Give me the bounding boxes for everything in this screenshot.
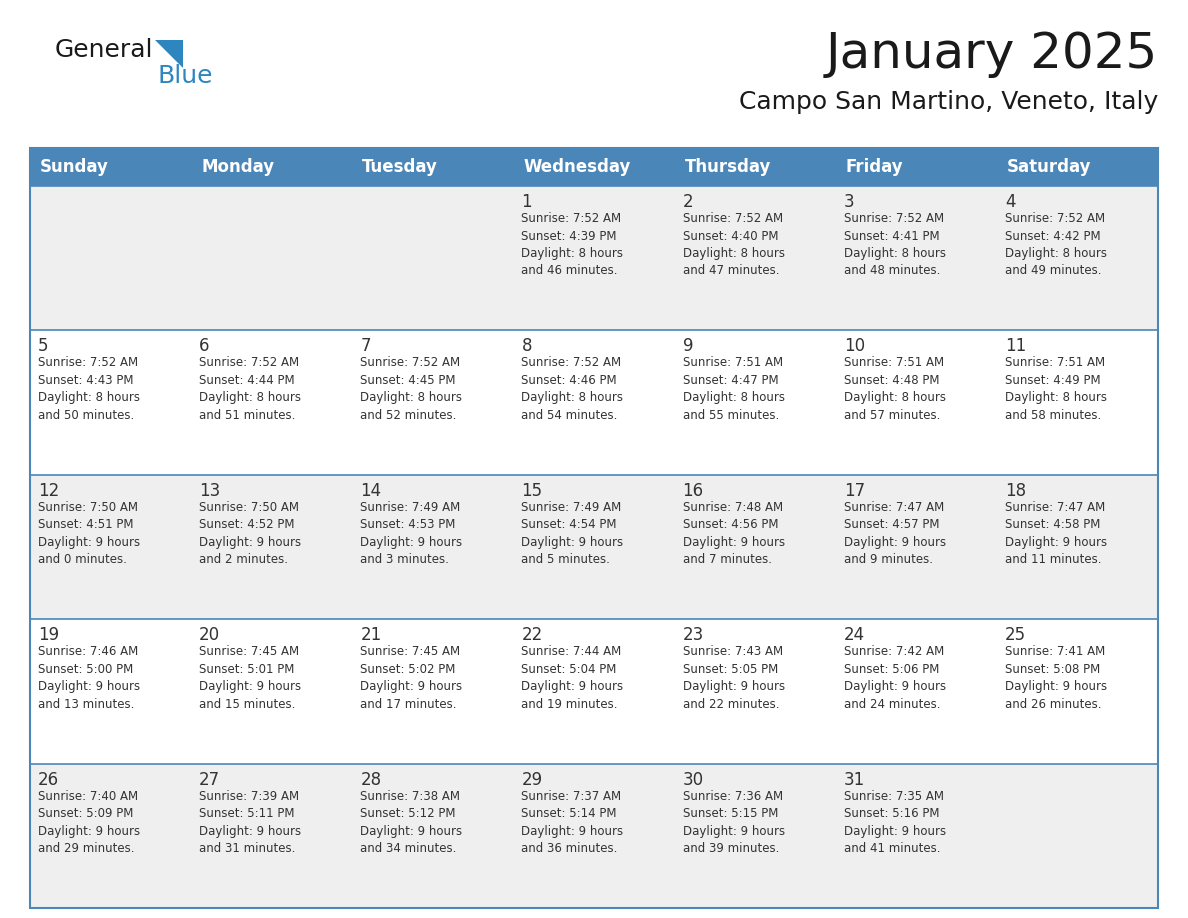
Text: 15: 15 — [522, 482, 543, 499]
Text: Sunrise: 7:49 AM
Sunset: 4:54 PM
Daylight: 9 hours
and 5 minutes.: Sunrise: 7:49 AM Sunset: 4:54 PM Dayligh… — [522, 501, 624, 566]
Text: Sunrise: 7:51 AM
Sunset: 4:47 PM
Daylight: 8 hours
and 55 minutes.: Sunrise: 7:51 AM Sunset: 4:47 PM Dayligh… — [683, 356, 784, 422]
Text: Tuesday: Tuesday — [362, 158, 438, 176]
Text: 14: 14 — [360, 482, 381, 499]
Text: Sunrise: 7:45 AM
Sunset: 5:02 PM
Daylight: 9 hours
and 17 minutes.: Sunrise: 7:45 AM Sunset: 5:02 PM Dayligh… — [360, 645, 462, 711]
Text: Friday: Friday — [846, 158, 903, 176]
Text: 20: 20 — [200, 626, 220, 644]
Text: Saturday: Saturday — [1007, 158, 1092, 176]
Text: Sunrise: 7:52 AM
Sunset: 4:40 PM
Daylight: 8 hours
and 47 minutes.: Sunrise: 7:52 AM Sunset: 4:40 PM Dayligh… — [683, 212, 784, 277]
Text: 26: 26 — [38, 770, 59, 789]
Text: Sunrise: 7:52 AM
Sunset: 4:41 PM
Daylight: 8 hours
and 48 minutes.: Sunrise: 7:52 AM Sunset: 4:41 PM Dayligh… — [843, 212, 946, 277]
Text: Blue: Blue — [157, 64, 213, 88]
Text: Sunrise: 7:49 AM
Sunset: 4:53 PM
Daylight: 9 hours
and 3 minutes.: Sunrise: 7:49 AM Sunset: 4:53 PM Dayligh… — [360, 501, 462, 566]
Text: Sunrise: 7:52 AM
Sunset: 4:39 PM
Daylight: 8 hours
and 46 minutes.: Sunrise: 7:52 AM Sunset: 4:39 PM Dayligh… — [522, 212, 624, 277]
Text: 21: 21 — [360, 626, 381, 644]
Text: 7: 7 — [360, 338, 371, 355]
Text: 12: 12 — [38, 482, 59, 499]
Text: 4: 4 — [1005, 193, 1016, 211]
Text: Thursday: Thursday — [684, 158, 771, 176]
Text: Sunrise: 7:36 AM
Sunset: 5:15 PM
Daylight: 9 hours
and 39 minutes.: Sunrise: 7:36 AM Sunset: 5:15 PM Dayligh… — [683, 789, 785, 855]
Text: 11: 11 — [1005, 338, 1026, 355]
Text: 17: 17 — [843, 482, 865, 499]
Text: Sunrise: 7:41 AM
Sunset: 5:08 PM
Daylight: 9 hours
and 26 minutes.: Sunrise: 7:41 AM Sunset: 5:08 PM Dayligh… — [1005, 645, 1107, 711]
Bar — [30, 764, 1158, 908]
Text: Sunrise: 7:46 AM
Sunset: 5:00 PM
Daylight: 9 hours
and 13 minutes.: Sunrise: 7:46 AM Sunset: 5:00 PM Dayligh… — [38, 645, 140, 711]
Text: Sunrise: 7:42 AM
Sunset: 5:06 PM
Daylight: 9 hours
and 24 minutes.: Sunrise: 7:42 AM Sunset: 5:06 PM Dayligh… — [843, 645, 946, 711]
Text: 28: 28 — [360, 770, 381, 789]
Bar — [30, 148, 1158, 908]
Text: Sunrise: 7:50 AM
Sunset: 4:52 PM
Daylight: 9 hours
and 2 minutes.: Sunrise: 7:50 AM Sunset: 4:52 PM Dayligh… — [200, 501, 302, 566]
Bar — [30, 475, 1158, 620]
Text: Sunrise: 7:50 AM
Sunset: 4:51 PM
Daylight: 9 hours
and 0 minutes.: Sunrise: 7:50 AM Sunset: 4:51 PM Dayligh… — [38, 501, 140, 566]
Text: Sunrise: 7:52 AM
Sunset: 4:45 PM
Daylight: 8 hours
and 52 minutes.: Sunrise: 7:52 AM Sunset: 4:45 PM Dayligh… — [360, 356, 462, 422]
Text: 25: 25 — [1005, 626, 1026, 644]
Text: Sunrise: 7:51 AM
Sunset: 4:49 PM
Daylight: 8 hours
and 58 minutes.: Sunrise: 7:51 AM Sunset: 4:49 PM Dayligh… — [1005, 356, 1107, 422]
Text: 10: 10 — [843, 338, 865, 355]
Text: Sunrise: 7:48 AM
Sunset: 4:56 PM
Daylight: 9 hours
and 7 minutes.: Sunrise: 7:48 AM Sunset: 4:56 PM Dayligh… — [683, 501, 785, 566]
Bar — [30, 148, 1158, 186]
Text: Sunrise: 7:52 AM
Sunset: 4:43 PM
Daylight: 8 hours
and 50 minutes.: Sunrise: 7:52 AM Sunset: 4:43 PM Dayligh… — [38, 356, 140, 422]
Text: 18: 18 — [1005, 482, 1026, 499]
Text: 16: 16 — [683, 482, 703, 499]
Text: 6: 6 — [200, 338, 209, 355]
Text: 31: 31 — [843, 770, 865, 789]
Text: 27: 27 — [200, 770, 220, 789]
Text: 9: 9 — [683, 338, 693, 355]
Text: Monday: Monday — [201, 158, 274, 176]
Text: Sunrise: 7:35 AM
Sunset: 5:16 PM
Daylight: 9 hours
and 41 minutes.: Sunrise: 7:35 AM Sunset: 5:16 PM Dayligh… — [843, 789, 946, 855]
Text: 24: 24 — [843, 626, 865, 644]
Text: 29: 29 — [522, 770, 543, 789]
Text: 13: 13 — [200, 482, 221, 499]
Text: Sunrise: 7:45 AM
Sunset: 5:01 PM
Daylight: 9 hours
and 15 minutes.: Sunrise: 7:45 AM Sunset: 5:01 PM Dayligh… — [200, 645, 302, 711]
Text: Sunrise: 7:52 AM
Sunset: 4:42 PM
Daylight: 8 hours
and 49 minutes.: Sunrise: 7:52 AM Sunset: 4:42 PM Dayligh… — [1005, 212, 1107, 277]
Text: Sunrise: 7:43 AM
Sunset: 5:05 PM
Daylight: 9 hours
and 22 minutes.: Sunrise: 7:43 AM Sunset: 5:05 PM Dayligh… — [683, 645, 785, 711]
Text: Campo San Martino, Veneto, Italy: Campo San Martino, Veneto, Italy — [739, 90, 1158, 114]
Text: Sunrise: 7:44 AM
Sunset: 5:04 PM
Daylight: 9 hours
and 19 minutes.: Sunrise: 7:44 AM Sunset: 5:04 PM Dayligh… — [522, 645, 624, 711]
Bar — [30, 186, 1158, 330]
Bar — [30, 620, 1158, 764]
Text: 8: 8 — [522, 338, 532, 355]
Text: 30: 30 — [683, 770, 703, 789]
Text: Sunrise: 7:47 AM
Sunset: 4:58 PM
Daylight: 9 hours
and 11 minutes.: Sunrise: 7:47 AM Sunset: 4:58 PM Dayligh… — [1005, 501, 1107, 566]
Text: 3: 3 — [843, 193, 854, 211]
Text: General: General — [55, 38, 153, 62]
Text: Sunrise: 7:52 AM
Sunset: 4:44 PM
Daylight: 8 hours
and 51 minutes.: Sunrise: 7:52 AM Sunset: 4:44 PM Dayligh… — [200, 356, 301, 422]
Text: 19: 19 — [38, 626, 59, 644]
Polygon shape — [154, 40, 183, 68]
Text: Sunrise: 7:38 AM
Sunset: 5:12 PM
Daylight: 9 hours
and 34 minutes.: Sunrise: 7:38 AM Sunset: 5:12 PM Dayligh… — [360, 789, 462, 855]
Text: 22: 22 — [522, 626, 543, 644]
Text: 1: 1 — [522, 193, 532, 211]
Text: Sunrise: 7:52 AM
Sunset: 4:46 PM
Daylight: 8 hours
and 54 minutes.: Sunrise: 7:52 AM Sunset: 4:46 PM Dayligh… — [522, 356, 624, 422]
Bar — [30, 330, 1158, 475]
Text: Sunday: Sunday — [40, 158, 109, 176]
Text: Sunrise: 7:37 AM
Sunset: 5:14 PM
Daylight: 9 hours
and 36 minutes.: Sunrise: 7:37 AM Sunset: 5:14 PM Dayligh… — [522, 789, 624, 855]
Text: Sunrise: 7:47 AM
Sunset: 4:57 PM
Daylight: 9 hours
and 9 minutes.: Sunrise: 7:47 AM Sunset: 4:57 PM Dayligh… — [843, 501, 946, 566]
Text: January 2025: January 2025 — [826, 30, 1158, 78]
Text: 23: 23 — [683, 626, 703, 644]
Text: Sunrise: 7:39 AM
Sunset: 5:11 PM
Daylight: 9 hours
and 31 minutes.: Sunrise: 7:39 AM Sunset: 5:11 PM Dayligh… — [200, 789, 302, 855]
Text: 5: 5 — [38, 338, 49, 355]
Text: Sunrise: 7:51 AM
Sunset: 4:48 PM
Daylight: 8 hours
and 57 minutes.: Sunrise: 7:51 AM Sunset: 4:48 PM Dayligh… — [843, 356, 946, 422]
Text: Sunrise: 7:40 AM
Sunset: 5:09 PM
Daylight: 9 hours
and 29 minutes.: Sunrise: 7:40 AM Sunset: 5:09 PM Dayligh… — [38, 789, 140, 855]
Text: Wednesday: Wednesday — [524, 158, 631, 176]
Text: 2: 2 — [683, 193, 693, 211]
